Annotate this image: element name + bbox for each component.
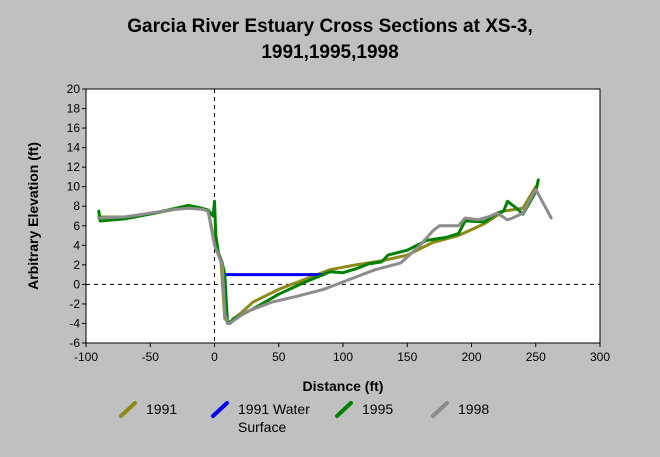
x-tick-label: 50 (272, 350, 286, 364)
legend-label: 1995 (362, 401, 394, 417)
x-tick-label: 150 (397, 350, 417, 364)
reference-lines (86, 89, 600, 343)
legend-item-3: 1998 (430, 400, 489, 420)
x-axis-label: Distance (ft) (303, 378, 384, 394)
x-axis: -100 -50 0 50 100 150 200 250 300 (74, 343, 610, 364)
y-tick-label: 0 (73, 277, 80, 291)
y-tick-label: 10 (67, 180, 81, 194)
y-tick-label: 8 (73, 199, 80, 213)
chart-title: Garcia River Estuary Cross Sections at X… (0, 14, 660, 66)
y-axis-label: Arbitrary Elevation (ft) (25, 142, 41, 290)
x-tick-label: -100 (74, 350, 98, 364)
series-layer (97, 178, 553, 325)
y-axis: -6 -4 -2 0 2 4 6 8 10 12 14 16 18 20 (67, 82, 86, 350)
y-tick-label: 20 (67, 82, 81, 96)
legend-label: 1991 Water Surface (238, 401, 310, 435)
legend-swatch (335, 401, 353, 418)
y-tick-label: -6 (69, 336, 80, 350)
legend-item-2: 1995 (334, 400, 393, 420)
chart-title-line-1: Garcia River Estuary Cross Sections at X… (127, 16, 533, 37)
x-tick-label: 0 (211, 350, 218, 364)
legend-swatch (211, 401, 229, 418)
x-tick-label: -50 (142, 350, 160, 364)
series-line-3 (97, 188, 553, 325)
x-tick-label: 250 (526, 350, 546, 364)
legend-item-1: 1991 Water Surface (210, 400, 310, 436)
x-tick-label: 100 (333, 350, 353, 364)
y-tick-label: 12 (67, 160, 81, 174)
y-tick-label: 14 (67, 141, 81, 155)
legend-label: 1991 (146, 401, 178, 417)
y-tick-label: 2 (73, 258, 80, 272)
legend-item-0: 1991 (118, 400, 177, 420)
y-tick-label: 18 (67, 102, 81, 116)
y-tick-label: 16 (67, 121, 81, 135)
y-tick-label: 6 (73, 219, 80, 233)
plot-area: -6 -4 -2 0 2 4 6 8 10 12 14 16 18 20 -100 -50 0 50 100 150… (25, 82, 610, 394)
legend-swatch (431, 401, 449, 418)
legend: 1991 1991 Water Surface 1995 1998 (118, 400, 538, 444)
x-tick-label: 300 (590, 350, 610, 364)
x-tick-label: 200 (461, 350, 481, 364)
y-tick-label: -2 (69, 297, 80, 311)
plot-background (86, 89, 600, 343)
legend-swatch (119, 401, 137, 418)
legend-label: 1998 (458, 401, 490, 417)
y-tick-label: 4 (73, 238, 80, 252)
y-tick-label: -4 (69, 316, 80, 330)
chart-title-line-2: 1991,1995,1998 (261, 42, 399, 63)
